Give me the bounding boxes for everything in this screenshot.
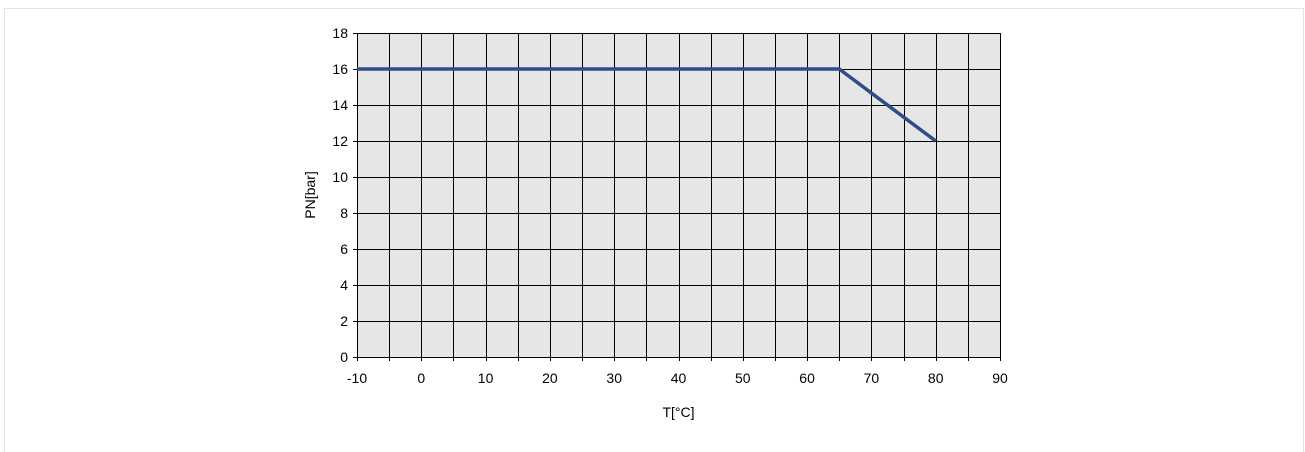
y-tick-label: 4 bbox=[340, 277, 348, 293]
series-line bbox=[357, 67, 937, 143]
x-tick-label: 50 bbox=[735, 370, 751, 386]
x-tick-label: 90 bbox=[992, 370, 1008, 386]
x-tick-label: 70 bbox=[864, 370, 880, 386]
x-tick-label: 20 bbox=[542, 370, 558, 386]
x-axis: -10 0 10 20 30 40 50 60 70 80 90 bbox=[347, 370, 1008, 386]
y-tick-label: 6 bbox=[340, 241, 348, 257]
y-tick-label: 14 bbox=[332, 97, 348, 113]
y-tick-label: 16 bbox=[332, 61, 348, 77]
series-group bbox=[357, 67, 937, 143]
plot-border bbox=[357, 33, 1001, 358]
x-tick-label: 0 bbox=[417, 370, 425, 386]
vertical-gridlines bbox=[357, 33, 1001, 361]
chart-frame bbox=[4, 8, 1304, 452]
x-tick-label: -10 bbox=[347, 370, 367, 386]
x-axis-label: T[°C] bbox=[662, 404, 694, 420]
y-axis: 0 2 4 6 8 10 12 14 16 18 bbox=[332, 25, 348, 365]
plot-area bbox=[357, 33, 1000, 357]
y-axis-label: PN[bar] bbox=[302, 171, 318, 218]
x-tick-label: 60 bbox=[799, 370, 815, 386]
x-tick-label: 40 bbox=[671, 370, 687, 386]
x-tick-label: 30 bbox=[606, 370, 622, 386]
y-tick-label: 10 bbox=[332, 169, 348, 185]
x-tick-label: 10 bbox=[478, 370, 494, 386]
y-tick-label: 8 bbox=[340, 205, 348, 221]
y-tick-label: 2 bbox=[340, 313, 348, 329]
x-tick-label: 80 bbox=[928, 370, 944, 386]
y-tick-label: 0 bbox=[340, 349, 348, 365]
y-tick-label: 18 bbox=[332, 25, 348, 41]
y-tick-label: 12 bbox=[332, 133, 348, 149]
